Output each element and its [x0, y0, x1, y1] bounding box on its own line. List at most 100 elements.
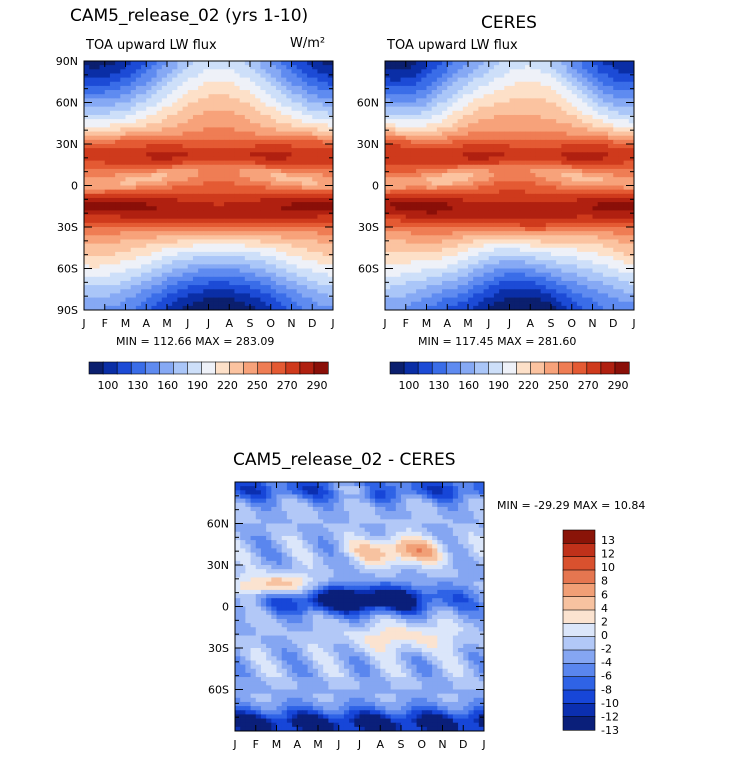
panel1-cell: [301, 222, 308, 228]
panel1-cell: [182, 81, 189, 87]
panel2-cell: [613, 202, 619, 207]
panel1-cell: [250, 231, 256, 236]
panel2-cell: [514, 227, 521, 232]
panel1-cell: [218, 160, 225, 166]
panel2-cell: [488, 127, 495, 132]
panel1-cell: [322, 264, 329, 269]
panel1-cell: [125, 185, 132, 191]
panel1-cell: [260, 127, 266, 132]
panel2-cell: [499, 98, 505, 103]
panel1-cell: [244, 264, 251, 269]
panel1-cell: [182, 206, 189, 211]
panel1-cell: [109, 231, 116, 236]
panel1-cell: [291, 243, 298, 249]
panel1-cell: [317, 127, 324, 132]
panel1-cell: [141, 185, 147, 191]
panel1-cell: [317, 272, 324, 278]
panel1-cell: [146, 98, 152, 103]
panel2-cell: [587, 94, 593, 99]
panel1-cell: [161, 173, 168, 178]
panel1-cell: [192, 110, 199, 116]
panel2-cell: [499, 148, 505, 153]
panel1-cell: [281, 81, 287, 87]
panel2-cell: [525, 189, 531, 195]
panel1-cell: [120, 301, 126, 307]
panel1-cell: [94, 156, 100, 161]
panel1-cell: [177, 189, 183, 195]
panel1-cell: [239, 285, 246, 290]
panel1-cell: [224, 114, 230, 120]
panel2-cell: [540, 73, 547, 78]
panel1-cell: [156, 214, 163, 220]
panel2-cell: [545, 144, 552, 149]
panel2-cell: [431, 81, 438, 87]
panel1-cell: [84, 276, 90, 282]
panel1-cell: [301, 193, 308, 199]
panel1-cell: [84, 193, 90, 199]
panel1-cell: [146, 127, 152, 132]
panel2-cell: [468, 156, 474, 161]
panel2-cell: [514, 193, 521, 199]
panel2-cell: [390, 181, 396, 186]
panel1-cell: [312, 222, 318, 228]
panel1-cell: [265, 173, 272, 178]
panel1-cell: [203, 119, 209, 124]
panel1-cell: [120, 256, 126, 261]
panel1-cell: [244, 185, 251, 191]
panel1-cell: [198, 227, 204, 232]
panel2-cell: [519, 152, 526, 157]
panel2-cell: [551, 90, 557, 95]
panel2-cell: [416, 77, 422, 83]
panel1-cell: [291, 231, 298, 236]
panel1-cell: [250, 222, 256, 228]
panel1-cell: [312, 206, 318, 211]
panel1-cell: [203, 268, 209, 274]
panel2-cell: [395, 85, 401, 91]
panel1-cell: [182, 305, 189, 311]
panel1-cell: [301, 247, 308, 253]
panel1-cell: [125, 264, 132, 269]
panel1-cell: [301, 289, 308, 294]
panel1-cell: [327, 144, 334, 149]
panel1-cell: [115, 114, 121, 120]
panel1-cell: [141, 202, 147, 207]
panel2-cell: [447, 139, 453, 145]
panel1-cell: [146, 247, 152, 253]
panel2-cell: [592, 185, 599, 191]
panel1-cell: [307, 206, 313, 211]
panel1-cell: [151, 173, 158, 178]
panel1-cell: [167, 293, 173, 298]
panel1-cell: [281, 144, 287, 149]
panel1-cell: [89, 65, 95, 70]
panel2-cell: [504, 197, 510, 203]
panel1-cell: [203, 102, 209, 108]
panel1-cell: [296, 156, 303, 161]
panel1-cell: [125, 289, 132, 294]
panel1-cell: [250, 285, 256, 290]
panel2-cell: [447, 106, 453, 112]
panel2-cell: [509, 114, 516, 120]
panel2-cell: [525, 81, 531, 87]
panel2-cell: [571, 227, 578, 232]
panel2-cell: [597, 160, 604, 166]
panel2-cell: [431, 214, 438, 220]
panel1-cell: [327, 264, 334, 269]
panel1-cell: [89, 247, 95, 253]
panel2-cell: [478, 144, 484, 149]
panel2-cell: [592, 102, 599, 108]
panel2-cell: [493, 131, 500, 137]
panel1-cell: [94, 297, 100, 303]
panel1-cell: [275, 297, 282, 303]
panel1-cell: [224, 218, 230, 224]
panel1-cell: [307, 189, 313, 195]
panel2-cell: [545, 139, 552, 145]
panel2-cell: [602, 214, 609, 220]
panel1-cell: [172, 131, 178, 137]
panel1-cell: [322, 94, 329, 99]
panel1-cell: [182, 123, 189, 128]
panel1-cell: [161, 160, 168, 166]
panel1-cell: [224, 276, 230, 282]
panel1-cell: [260, 160, 266, 166]
panel1-cell: [208, 177, 215, 182]
panel1-cell: [322, 144, 329, 149]
